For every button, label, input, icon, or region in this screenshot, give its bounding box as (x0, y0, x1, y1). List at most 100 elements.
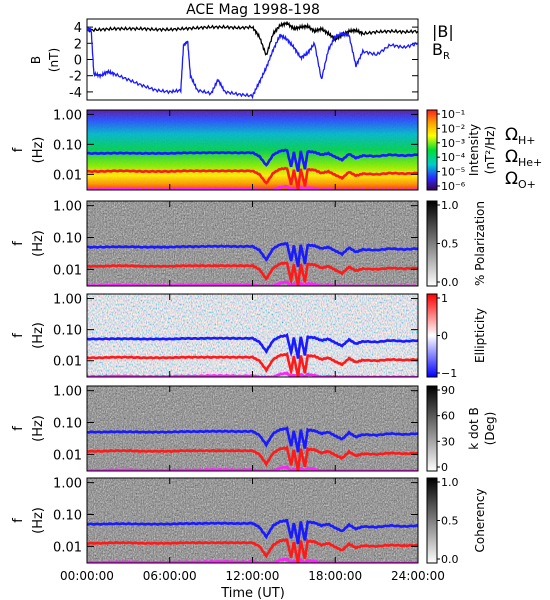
colorbar-tick-label: 10⁻² (441, 122, 465, 135)
f-ylabel: f (11, 333, 26, 338)
colorbar-unit: (nT²/Hz) (483, 126, 497, 174)
gyro-line-Oplus (87, 557, 418, 563)
b-series-radial (87, 27, 418, 100)
x-tick-label: 06:00:00 (143, 569, 197, 583)
colorbar-tick-label: 1.0 (441, 199, 459, 212)
colorbar-tick-label: 0.5 (441, 515, 459, 528)
f-y-tick-label: 0.10 (53, 232, 82, 247)
colorbar-tick-label: 10⁻⁵ (441, 166, 465, 179)
chart-title: ACE Mag 1998-198 (186, 2, 320, 18)
f-y-tick-label: 1.00 (53, 385, 82, 400)
gyro-legend-Heplus: ΩHe+ (505, 147, 542, 169)
f-y-tick-label: 0.10 (53, 417, 82, 432)
f-yunit: (Hz) (31, 415, 46, 442)
colorbar (426, 477, 438, 564)
gyro-line-Hplus (87, 519, 418, 545)
f-y-tick-label: 1.00 (53, 200, 82, 215)
gyro-line-Heplus (87, 261, 418, 286)
legend-b-radial-sub: R (443, 51, 450, 62)
colorbar-tick-label: 10⁻⁴ (441, 151, 466, 164)
f-ylabel: f (11, 147, 26, 152)
f-y-tick-label: 0.01 (53, 168, 82, 183)
f-yunit: (Hz) (31, 137, 46, 164)
colorbar-tick-label: 10⁻⁶ (441, 180, 466, 193)
f-y-tick-label: 0.01 (53, 540, 82, 555)
colorbar-tick-label: 0 (441, 330, 448, 343)
colorbar-tick-label: 10⁻³ (441, 137, 465, 150)
colorbar-tick-label: 0.5 (441, 238, 459, 251)
colorbar-tick-label: 30 (441, 435, 455, 448)
colorbar-label: Intensity (467, 124, 481, 176)
gyro-line-Hplus (87, 241, 418, 267)
f-y-tick-label: 1.00 (53, 108, 82, 123)
colorbar-tick-label: 0.0 (441, 553, 459, 566)
b-panel-frame (86, 18, 419, 101)
b-series-magnitude (87, 21, 418, 56)
f-y-tick-label: 0.01 (53, 355, 82, 370)
gyro-line-Hplus (87, 148, 418, 172)
colorbar (426, 293, 438, 378)
b-y-tick-label: 4 (74, 21, 82, 36)
colorbar (426, 109, 438, 191)
colorbar-label: Ellipticity (473, 308, 487, 363)
x-tick-label: 24:00:00 (391, 569, 445, 583)
spectrogram-gray-texture (87, 386, 418, 471)
colorbar-label: Coherency (473, 488, 487, 552)
colorbar-label: k dot B (467, 407, 481, 449)
colorbar-tick-label: 10⁻¹ (441, 108, 465, 121)
b-yunit: (nT) (47, 48, 61, 72)
f-yunit: (Hz) (31, 322, 46, 349)
colorbar-tick-label: −1 (441, 367, 457, 380)
colorbar-tick-label: 0 (441, 461, 448, 474)
b-y-tick-label: 0 (74, 54, 82, 69)
f-yunit: (Hz) (31, 230, 46, 257)
b-ylabel: B (29, 56, 43, 64)
colorbar (426, 385, 438, 472)
f-y-tick-label: 0.10 (53, 138, 82, 153)
f-ylabel: f (11, 426, 26, 431)
gyro-line-Hplus (87, 426, 418, 453)
colorbar (426, 200, 438, 287)
x-tick-label: 18:00:00 (308, 569, 362, 583)
x-tick-label: 12:00:00 (226, 569, 280, 583)
legend-b-radial: BR (432, 40, 450, 62)
f-ylabel: f (11, 518, 26, 523)
spectrogram-panel-2 (87, 201, 418, 286)
b-series-group (87, 21, 418, 100)
gyro-line-Heplus (87, 166, 418, 190)
b-y-tick-label: 2 (74, 37, 82, 52)
b-y-tick-label: -4 (69, 86, 82, 101)
spectrogram-gray-texture (87, 478, 418, 563)
gyro-legend-Oplus: ΩO+ (505, 169, 536, 191)
colorbar-tick-label: 0.0 (441, 276, 459, 289)
legend-b-magnitude: |B| (432, 22, 454, 41)
f-y-tick-label: 0.01 (53, 448, 82, 463)
gyro-legend-sub: H+ (518, 134, 536, 147)
spectrogram-intensity-texture (87, 110, 418, 190)
spectrogram-panel-3 (87, 294, 418, 377)
gyro-legend-sub: He+ (518, 156, 542, 169)
colorbar-tick-label: 60 (441, 410, 455, 423)
f-ylabel: f (11, 241, 26, 246)
f-y-tick-label: 1.00 (53, 293, 82, 308)
spectrogram-panel-1 (87, 110, 418, 190)
x-axis-label: Time (UT) (220, 586, 285, 600)
gyro-line-Heplus (87, 351, 418, 377)
f-yunit: (Hz) (31, 507, 46, 534)
colorbar-unit: (Deg) (483, 412, 497, 446)
x-tick-label: 00:00:00 (60, 569, 114, 583)
spectrogram-panel-4 (87, 386, 418, 471)
f-y-tick-label: 1.00 (53, 477, 82, 492)
colorbar-tick-label: 1 (441, 292, 448, 305)
gyro-legend-sub: O+ (518, 178, 536, 191)
f-y-tick-label: 0.10 (53, 509, 82, 524)
spectrogram-gray-texture (87, 201, 418, 286)
gyro-line-Heplus (87, 538, 418, 563)
gyro-line-Hplus (87, 332, 418, 359)
spectrogram-rb-texture (87, 294, 418, 377)
f-y-tick-label: 0.01 (53, 263, 82, 278)
colorbar-tick-label: 1.0 (441, 476, 459, 489)
gyro-line-Heplus (87, 445, 418, 471)
